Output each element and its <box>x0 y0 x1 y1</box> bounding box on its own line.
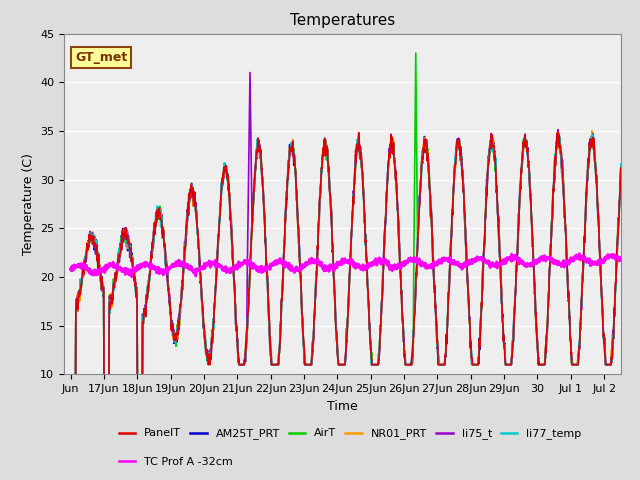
X-axis label: Time: Time <box>327 400 358 413</box>
Text: GT_met: GT_met <box>75 51 127 64</box>
Y-axis label: Temperature (C): Temperature (C) <box>22 153 35 255</box>
Title: Temperatures: Temperatures <box>290 13 395 28</box>
Legend: TC Prof A -32cm: TC Prof A -32cm <box>114 452 237 471</box>
